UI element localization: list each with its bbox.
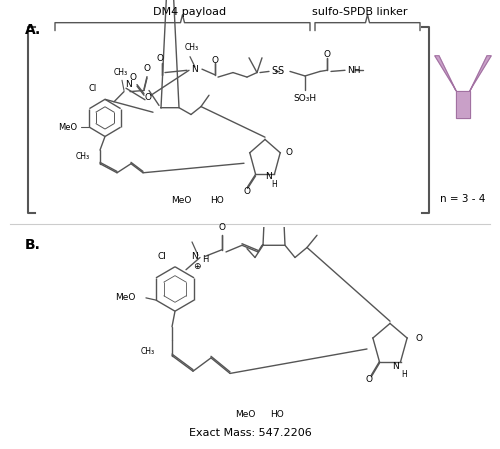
Text: O: O xyxy=(218,223,226,232)
Text: O: O xyxy=(212,56,218,65)
Text: S: S xyxy=(271,66,277,76)
Text: Cl: Cl xyxy=(89,84,97,93)
Text: N: N xyxy=(392,361,398,370)
Text: O: O xyxy=(144,93,152,102)
Text: MeO: MeO xyxy=(116,293,136,302)
Polygon shape xyxy=(435,56,456,91)
Text: CH₃: CH₃ xyxy=(76,152,90,161)
Text: CH₃: CH₃ xyxy=(141,347,155,356)
Text: H: H xyxy=(402,370,407,379)
Text: H: H xyxy=(272,180,278,189)
Text: O: O xyxy=(130,73,136,82)
Text: O: O xyxy=(415,334,422,343)
Polygon shape xyxy=(470,56,491,91)
Text: O: O xyxy=(324,50,330,59)
Text: sulfo-SPDB linker: sulfo-SPDB linker xyxy=(312,7,408,17)
Text: O: O xyxy=(144,65,150,74)
Text: N: N xyxy=(192,65,198,74)
Text: B.: B. xyxy=(25,238,41,252)
Text: N: N xyxy=(125,80,132,89)
Text: CH₃: CH₃ xyxy=(185,43,199,52)
Text: MeO: MeO xyxy=(58,123,78,132)
Text: O: O xyxy=(366,375,373,384)
Text: S: S xyxy=(277,66,283,76)
Text: CH₃: CH₃ xyxy=(114,68,128,77)
Text: Cl: Cl xyxy=(158,252,166,261)
Text: NH: NH xyxy=(347,66,360,75)
Text: n = 3 - 4: n = 3 - 4 xyxy=(440,194,486,204)
Text: O: O xyxy=(156,54,164,63)
Text: MeO: MeO xyxy=(234,410,255,419)
Text: SO₃H: SO₃H xyxy=(294,94,316,103)
Text: HO: HO xyxy=(270,410,284,419)
Text: A.: A. xyxy=(25,22,41,37)
Polygon shape xyxy=(456,91,470,118)
Text: Exact Mass: 547.2206: Exact Mass: 547.2206 xyxy=(188,428,312,438)
Text: H: H xyxy=(202,255,208,264)
Text: DM4 payload: DM4 payload xyxy=(154,7,226,17)
Text: O: O xyxy=(285,148,292,157)
Text: N: N xyxy=(191,252,198,261)
Text: HO: HO xyxy=(210,196,224,205)
Text: ⊕: ⊕ xyxy=(193,262,201,271)
Text: MeO: MeO xyxy=(172,196,192,205)
Text: N: N xyxy=(264,172,272,181)
Text: O: O xyxy=(243,187,250,196)
